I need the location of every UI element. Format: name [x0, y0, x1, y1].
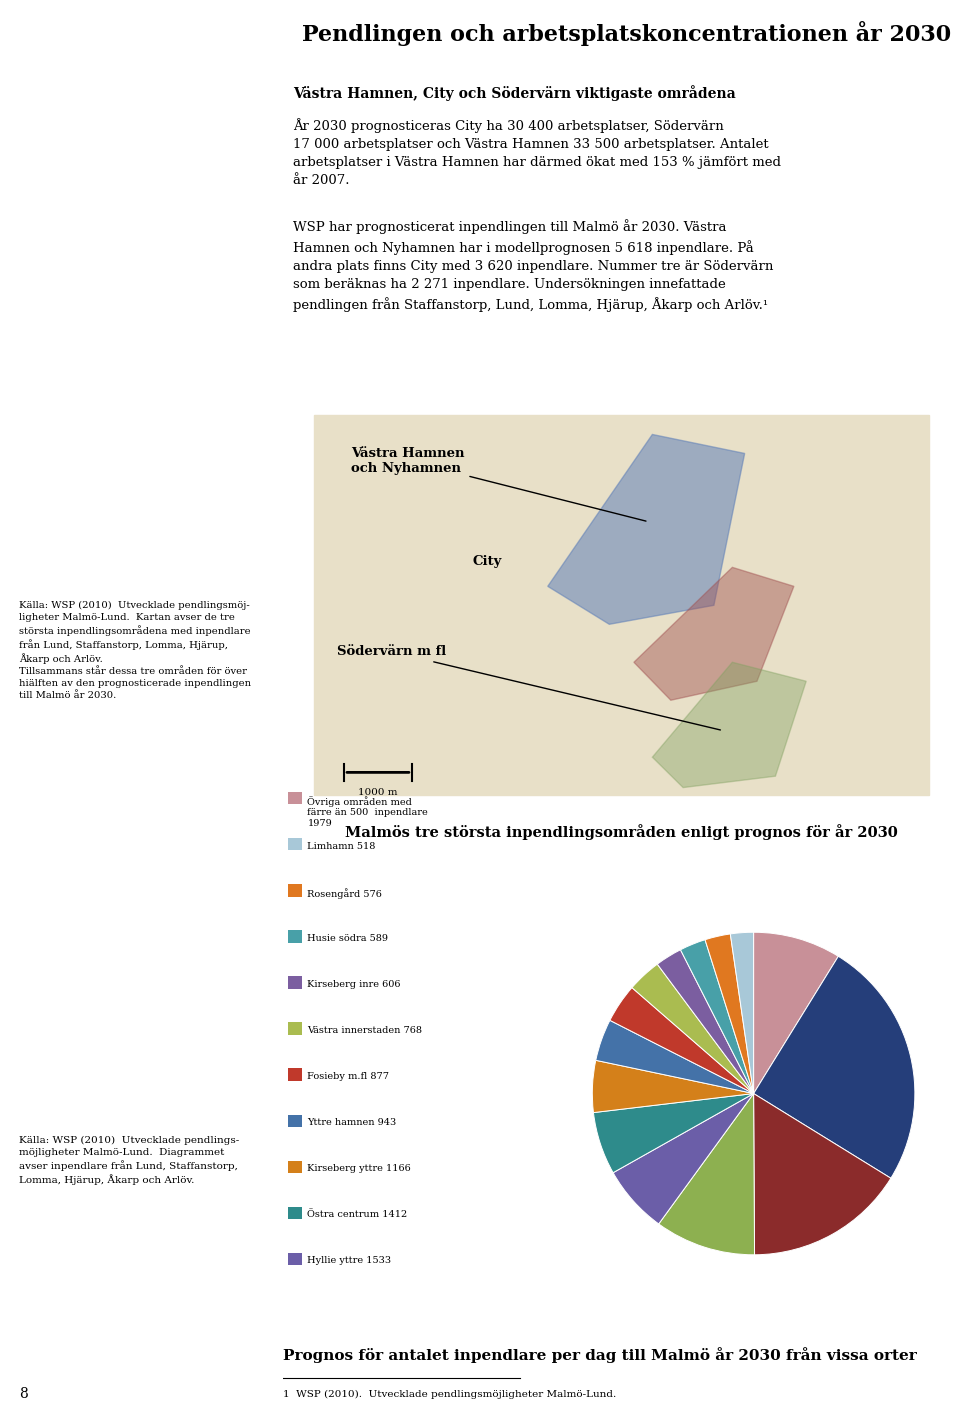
Text: 8: 8	[19, 1387, 28, 1401]
Text: År 2030 prognosticeras City ha 30 400 arbetsplatser, Södervärn
17 000 arbetsplat: År 2030 prognosticeras City ha 30 400 ar…	[293, 119, 780, 188]
Wedge shape	[592, 1060, 754, 1113]
Wedge shape	[705, 934, 754, 1094]
Text: Källa: WSP (2010)  Utvecklade pendlings-
möjligheter Malmö-Lund.  Diagrammet
avs: Källa: WSP (2010) Utvecklade pendlings- …	[19, 1136, 239, 1185]
Wedge shape	[754, 933, 838, 1094]
FancyBboxPatch shape	[288, 838, 302, 851]
Wedge shape	[658, 950, 754, 1094]
Text: Pendlingen och arbetsplatskoncentrationen år 2030: Pendlingen och arbetsplatskoncentratione…	[301, 21, 951, 47]
Text: Västra Hamnen
och Nyhamnen: Västra Hamnen och Nyhamnen	[351, 447, 646, 521]
Text: Malmös tre största inpendlingsområden enligt prognos för år 2030: Malmös tre största inpendlingsområden en…	[346, 824, 898, 841]
Wedge shape	[731, 933, 754, 1094]
Text: Södervärn m fl: Södervärn m fl	[337, 645, 720, 729]
Wedge shape	[632, 964, 754, 1094]
Wedge shape	[754, 957, 915, 1178]
Text: Rosengård 576: Rosengård 576	[307, 888, 382, 899]
FancyBboxPatch shape	[288, 1023, 302, 1034]
Polygon shape	[548, 435, 745, 624]
Wedge shape	[681, 940, 754, 1094]
Wedge shape	[754, 1094, 891, 1254]
Text: WSP har prognosticerat inpendlingen till Malmö år 2030. Västra
Hamnen och Nyhamn: WSP har prognosticerat inpendlingen till…	[293, 219, 773, 312]
FancyBboxPatch shape	[288, 930, 302, 943]
Text: Fosieby m.fl 877: Fosieby m.fl 877	[307, 1072, 390, 1081]
Text: 1000 m: 1000 m	[358, 789, 397, 797]
Text: Källa: WSP (2010)  Utvecklade pendlingsmöj-
ligheter Malmö-Lund.  Kartan avser d: Källa: WSP (2010) Utvecklade pendlingsmö…	[19, 601, 252, 700]
FancyBboxPatch shape	[288, 1160, 302, 1173]
Text: Hyllie yttre 1533: Hyllie yttre 1533	[307, 1256, 392, 1266]
FancyBboxPatch shape	[288, 885, 302, 896]
Text: Västra Hamnen, City och Södervärn viktigaste områdena: Västra Hamnen, City och Södervärn viktig…	[293, 85, 735, 100]
Polygon shape	[653, 662, 806, 787]
Wedge shape	[593, 1094, 754, 1173]
FancyBboxPatch shape	[288, 793, 302, 804]
Text: Prognos för antalet inpendlare per dag till Malmö år 2030 från vissa orter: Prognos för antalet inpendlare per dag t…	[283, 1346, 917, 1363]
Text: Östra centrum 1412: Östra centrum 1412	[307, 1211, 408, 1219]
Text: Övriga områden med
färre än 500  inpendlare
1979: Övriga områden med färre än 500 inpendla…	[307, 796, 428, 828]
FancyBboxPatch shape	[288, 1206, 302, 1219]
Text: Kirseberg inre 606: Kirseberg inre 606	[307, 981, 401, 989]
Text: 1  WSP (2010).  Utvecklade pendlingsmöjligheter Malmö-Lund.: 1 WSP (2010). Utvecklade pendlingsmöjlig…	[283, 1390, 616, 1398]
Wedge shape	[613, 1094, 754, 1223]
FancyBboxPatch shape	[288, 1115, 302, 1126]
Wedge shape	[596, 1020, 754, 1094]
Polygon shape	[314, 415, 929, 796]
Text: City: City	[472, 555, 502, 569]
Wedge shape	[659, 1094, 755, 1254]
Text: Västra innerstaden 768: Västra innerstaden 768	[307, 1026, 422, 1036]
Wedge shape	[610, 988, 754, 1094]
Text: Limhamn 518: Limhamn 518	[307, 842, 375, 851]
Text: Kirseberg yttre 1166: Kirseberg yttre 1166	[307, 1164, 411, 1173]
FancyBboxPatch shape	[288, 1253, 302, 1264]
FancyBboxPatch shape	[288, 976, 302, 989]
Polygon shape	[634, 567, 794, 700]
Text: Husie södra 589: Husie södra 589	[307, 934, 389, 943]
FancyBboxPatch shape	[288, 1068, 302, 1081]
Text: Yttre hamnen 943: Yttre hamnen 943	[307, 1118, 396, 1127]
